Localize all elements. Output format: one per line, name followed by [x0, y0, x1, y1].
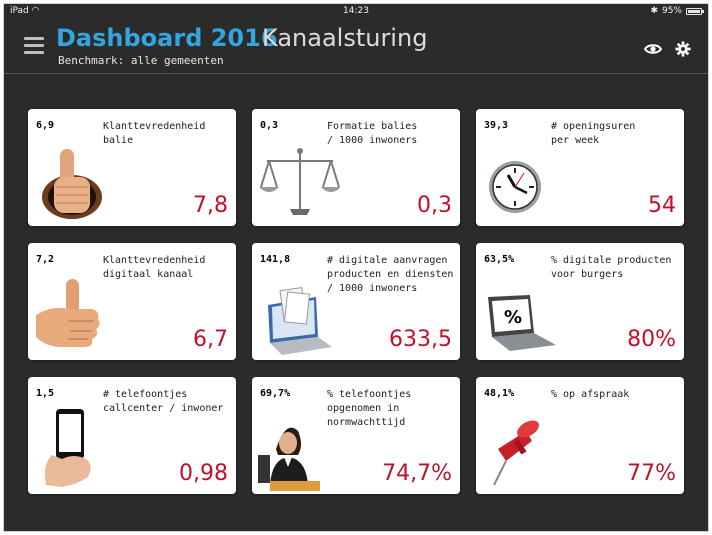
- battery-icon: [686, 8, 704, 15]
- kpi-card-klanttevredenheid-balie[interactable]: 6,9 Klanttevredenheid balie 7,8: [28, 109, 236, 226]
- benchmark-value: 48,1%: [484, 388, 515, 399]
- thumbs-up-icon: [42, 149, 102, 219]
- kpi-card-telefoontjes-normwachttijd[interactable]: 69,7% % telefoontjes opgenomen in normwa…: [252, 377, 460, 494]
- status-bar: iPad ◠ 14:23 ✱ 95%: [4, 4, 708, 19]
- hamburger-menu-icon[interactable]: [24, 37, 44, 55]
- kpi-value: 80%: [627, 327, 676, 352]
- eye-icon[interactable]: [644, 41, 662, 57]
- laptop-percent-icon: %: [488, 295, 556, 351]
- battery-percent: 95%: [661, 6, 682, 16]
- wifi-icon: ◠: [31, 6, 40, 16]
- kpi-card-klanttevredenheid-digitaal[interactable]: 7,2 Klanttevredenheid digitaal kanaal 6,…: [28, 243, 236, 360]
- app-header: Dashboard 2016 Kanaalsturing Benchmark: …: [4, 19, 708, 74]
- svg-text:%: %: [504, 307, 522, 328]
- dashboard-title: Dashboard 2016: [56, 24, 278, 52]
- benchmark-value: 1,5: [36, 388, 55, 399]
- benchmark-value: 7,2: [36, 254, 55, 265]
- benchmark-value: 69,7%: [260, 388, 291, 399]
- kpi-card-op-afspraak[interactable]: 48,1% % op afspraak 77%: [476, 377, 684, 494]
- kpi-card-telefoontjes-callcenter[interactable]: 1,5 # telefoontjes callcenter / inwoner …: [28, 377, 236, 494]
- kpi-value: 54: [648, 193, 676, 218]
- benchmark-value: 0,3: [260, 120, 279, 131]
- benchmark-value: 39,3: [484, 120, 509, 131]
- gear-icon[interactable]: [674, 41, 692, 57]
- benchmark-value: 6,9: [36, 120, 55, 131]
- kpi-label: # digitale aanvragen producten en dienst…: [327, 255, 454, 294]
- call-center-agent-icon: [258, 427, 320, 491]
- kpi-card-digitale-producten[interactable]: % 63,5% % digitale producten voor burger…: [476, 243, 684, 360]
- kpi-card-openingsuren[interactable]: 39,3 # openingsuren per week 54: [476, 109, 684, 226]
- smartphone-hand-icon: [44, 409, 91, 487]
- kpi-value: 0,3: [417, 193, 452, 218]
- kpi-value: 7,8: [193, 193, 228, 218]
- thumbs-up-hand-icon: [36, 279, 100, 347]
- kpi-label: # openingsuren per week: [551, 121, 636, 146]
- kpi-value: 6,7: [193, 327, 228, 352]
- kpi-value: 633,5: [389, 327, 452, 352]
- laptop-documents-icon: [268, 287, 332, 355]
- app-screen: iPad ◠ 14:23 ✱ 95% Dashboard 2016 Kanaal…: [3, 3, 709, 532]
- kpi-label: Klanttevredenheid balie: [103, 121, 206, 146]
- clock-icon: [489, 161, 541, 213]
- page-subtitle: Kanaalsturing: [262, 24, 428, 52]
- status-time: 14:23: [343, 6, 369, 16]
- status-right: ✱ 95%: [650, 4, 704, 19]
- kpi-card-digitale-aanvragen[interactable]: 141,8 # digitale aanvragen producten en …: [252, 243, 460, 360]
- kpi-label: % digitale producten voor burgers: [551, 255, 672, 280]
- kpi-label: % telefoontjes opgenomen in normwachttij…: [327, 389, 412, 428]
- kpi-label: # telefoontjes callcenter / inwoner: [103, 389, 224, 414]
- device-name: iPad ◠: [10, 6, 40, 16]
- kpi-value: 77%: [627, 461, 676, 486]
- benchmark-value: 63,5%: [484, 254, 515, 265]
- kpi-value: 74,7%: [382, 461, 452, 486]
- bluetooth-icon: ✱: [650, 6, 658, 16]
- push-pin-icon: [493, 420, 539, 486]
- kpi-card-formatie-balies[interactable]: 0,3 Formatie balies / 1000 inwoners 0,3: [252, 109, 460, 226]
- kpi-label: Klanttevredenheid digitaal kanaal: [103, 255, 206, 280]
- scales-icon: [259, 148, 340, 215]
- kpi-label: Formatie balies / 1000 inwoners: [327, 121, 418, 146]
- benchmark-value: 141,8: [260, 254, 291, 265]
- kpi-value: 0,98: [179, 461, 228, 486]
- kpi-label: % op afspraak: [551, 389, 630, 400]
- benchmark-label: Benchmark: alle gemeenten: [58, 54, 224, 67]
